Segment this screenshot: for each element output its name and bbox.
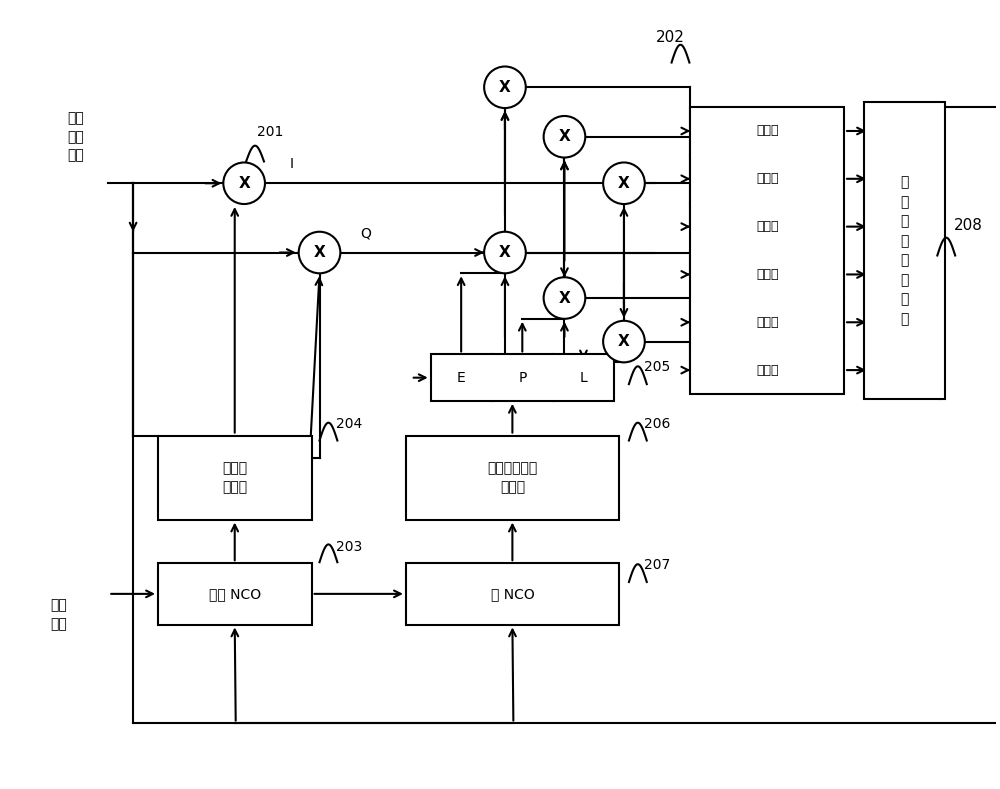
- Text: X: X: [499, 80, 511, 95]
- Bar: [864, 102, 945, 399]
- Text: 码 NCO: 码 NCO: [491, 587, 534, 601]
- Circle shape: [603, 163, 645, 204]
- Text: 接
收
环
路
处
理
模
块: 接 收 环 路 处 理 模 块: [900, 175, 909, 326]
- Text: 正弦余
弦映射: 正弦余 弦映射: [222, 462, 247, 494]
- Text: 208: 208: [954, 219, 983, 234]
- Bar: [158, 563, 312, 625]
- Circle shape: [544, 116, 585, 158]
- Circle shape: [484, 232, 526, 273]
- Text: P: P: [518, 371, 526, 385]
- Text: X: X: [559, 129, 570, 144]
- Text: X: X: [238, 176, 250, 191]
- Text: E: E: [457, 371, 466, 385]
- Text: X: X: [499, 245, 511, 260]
- Bar: [406, 563, 619, 625]
- Text: 203: 203: [336, 540, 363, 555]
- Text: 206: 206: [644, 417, 670, 431]
- Text: Q: Q: [361, 226, 372, 241]
- Text: X: X: [314, 245, 325, 260]
- Bar: [431, 354, 614, 401]
- Bar: [869, 107, 940, 394]
- Text: 占空比可调码
产生器: 占空比可调码 产生器: [487, 462, 538, 494]
- Text: 205: 205: [644, 361, 670, 374]
- Text: 累加器: 累加器: [756, 364, 779, 376]
- Text: 载波 NCO: 载波 NCO: [209, 587, 261, 601]
- Circle shape: [544, 277, 585, 319]
- Text: 采样
时钟: 采样 时钟: [50, 598, 67, 631]
- Text: 累加器: 累加器: [756, 268, 779, 281]
- Text: L: L: [580, 371, 587, 385]
- Text: 累加器: 累加器: [756, 220, 779, 233]
- Text: 累加器: 累加器: [756, 316, 779, 329]
- Text: 数字
中频
信号: 数字 中频 信号: [67, 111, 84, 163]
- Circle shape: [299, 232, 340, 273]
- Circle shape: [223, 163, 265, 204]
- Text: 204: 204: [336, 417, 363, 431]
- Text: 207: 207: [644, 558, 670, 572]
- Text: 202: 202: [656, 30, 685, 45]
- Bar: [406, 436, 619, 520]
- Text: X: X: [618, 176, 630, 191]
- Bar: [158, 436, 312, 520]
- Text: X: X: [618, 334, 630, 349]
- Bar: [690, 107, 844, 394]
- Circle shape: [484, 66, 526, 108]
- Text: X: X: [559, 290, 570, 305]
- Circle shape: [603, 321, 645, 362]
- Text: 累加器: 累加器: [756, 172, 779, 185]
- Text: 累加器: 累加器: [756, 125, 779, 137]
- Text: 201: 201: [257, 125, 283, 139]
- Text: I: I: [290, 157, 294, 171]
